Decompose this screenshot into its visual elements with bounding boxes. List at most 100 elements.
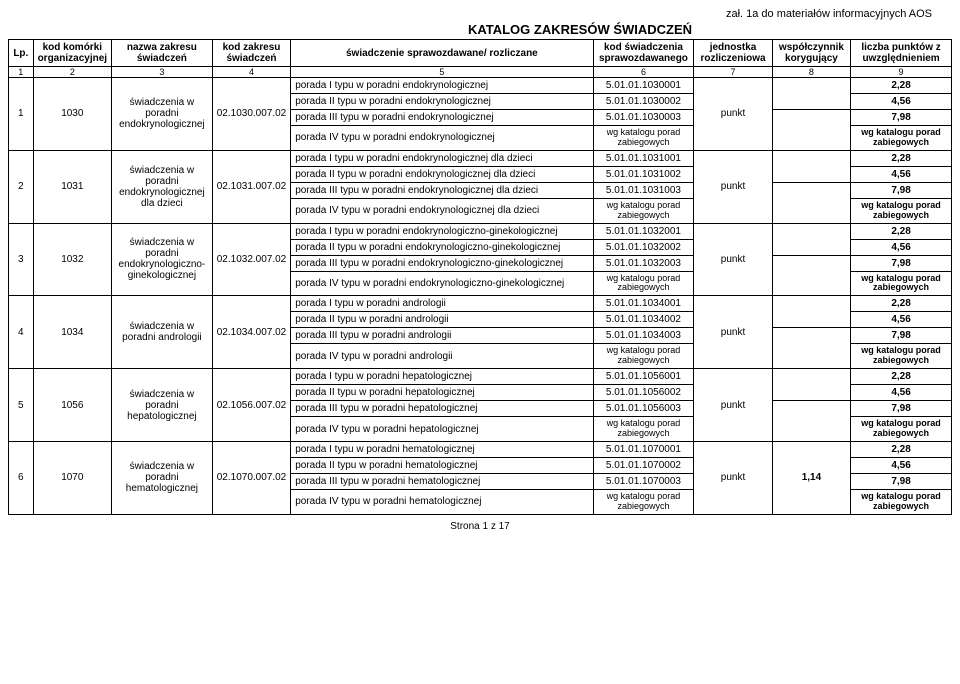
kod-zak-cell: 02.1031.007.02 [212, 150, 290, 223]
jedn-cell: punkt [694, 150, 772, 223]
lp-cell: 2 [9, 150, 34, 223]
col-wsp: współczynnik korygujący [772, 40, 850, 67]
pkt-cell: 2,28 [851, 369, 952, 385]
pkt-cell: 4,56 [851, 166, 952, 182]
kod-sw-cell: 5.01.01.1030001 [593, 78, 694, 94]
kod-sw-cell: 5.01.01.1032001 [593, 223, 694, 239]
swiad-cell: porada III typu w poradni endokrynologic… [291, 255, 593, 271]
pkt-cell: 7,98 [851, 110, 952, 126]
kod-zak-cell: 02.1070.007.02 [212, 441, 290, 514]
nazwa-cell: świadczenia w poradni endokrynologicznej [112, 78, 213, 151]
pkt-cell: 7,98 [851, 255, 952, 271]
kod-sw-cell: 5.01.01.1070003 [593, 473, 694, 489]
pkt-cell: wg katalogu porad zabiegowych [851, 489, 952, 514]
pkt-cell: 2,28 [851, 441, 952, 457]
kod-sw-cell: 5.01.01.1070002 [593, 457, 694, 473]
swiad-cell: porada IV typu w poradni hepatologicznej [291, 417, 593, 442]
swiad-cell: porada IV typu w poradni hematologicznej [291, 489, 593, 514]
kod-sw-cell: 5.01.01.1056002 [593, 385, 694, 401]
swiad-cell: porada I typu w poradni endokrynologiczn… [291, 78, 593, 94]
kod-kom-cell: 1030 [33, 78, 111, 151]
col-kod-zak: kod zakresu świadczeń [212, 40, 290, 67]
pkt-cell: 4,56 [851, 385, 952, 401]
pkt-cell: 4,56 [851, 457, 952, 473]
wsp-cell [772, 296, 850, 328]
pkt-cell: 7,98 [851, 473, 952, 489]
col-swiad: świadczenie sprawozdawane/ rozliczane [291, 40, 593, 67]
kod-sw-cell: 5.01.01.1070001 [593, 441, 694, 457]
wsp-cell [772, 328, 850, 369]
wsp-cell: 1,14 [772, 441, 850, 514]
swiad-cell: porada II typu w poradni endokrynologicz… [291, 239, 593, 255]
kod-sw-cell: wg katalogu porad zabiegowych [593, 344, 694, 369]
nazwa-cell: świadczenia w poradni andrologii [112, 296, 213, 369]
swiad-cell: porada I typu w poradni endokrynologiczn… [291, 150, 593, 166]
kod-sw-cell: 5.01.01.1032003 [593, 255, 694, 271]
lp-cell: 5 [9, 369, 34, 442]
swiad-cell: porada II typu w poradni andrologii [291, 312, 593, 328]
kod-zak-cell: 02.1032.007.02 [212, 223, 290, 296]
nazwa-cell: świadczenia w poradni endokrynologiczno-… [112, 223, 213, 296]
kod-sw-cell: 5.01.01.1034001 [593, 296, 694, 312]
swiad-cell: porada IV typu w poradni andrologii [291, 344, 593, 369]
table-row: 31032świadczenia w poradni endokrynologi… [9, 223, 952, 239]
swiad-cell: porada II typu w poradni endokrynologicz… [291, 94, 593, 110]
wsp-cell [772, 78, 850, 110]
num-cell: 5 [291, 67, 593, 78]
pkt-cell: 2,28 [851, 296, 952, 312]
col-jedn: jednostka rozliczeniowa [694, 40, 772, 67]
kod-kom-cell: 1032 [33, 223, 111, 296]
num-cell: 1 [9, 67, 34, 78]
pkt-cell: 4,56 [851, 312, 952, 328]
kod-sw-cell: wg katalogu porad zabiegowych [593, 126, 694, 151]
num-cell: 7 [694, 67, 772, 78]
pkt-cell: 7,98 [851, 401, 952, 417]
page-footer: Strona 1 z 17 [8, 521, 952, 532]
pkt-cell: 7,98 [851, 328, 952, 344]
lp-cell: 4 [9, 296, 34, 369]
wsp-cell [772, 223, 850, 255]
kod-sw-cell: 5.01.01.1034002 [593, 312, 694, 328]
swiad-cell: porada III typu w poradni andrologii [291, 328, 593, 344]
kod-sw-cell: 5.01.01.1030002 [593, 94, 694, 110]
swiad-cell: porada III typu w poradni endokrynologic… [291, 182, 593, 198]
swiad-cell: porada IV typu w poradni endokrynologicz… [291, 271, 593, 296]
table-row: 61070świadczenia w poradni hematologiczn… [9, 441, 952, 457]
swiad-cell: porada II typu w poradni endokrynologicz… [291, 166, 593, 182]
kod-zak-cell: 02.1030.007.02 [212, 78, 290, 151]
nazwa-cell: świadczenia w poradni endokrynologicznej… [112, 150, 213, 223]
wsp-cell [772, 182, 850, 223]
col-kod-sw: kod świadczenia sprawozdawanego [593, 40, 694, 67]
pkt-cell: 2,28 [851, 223, 952, 239]
jedn-cell: punkt [694, 441, 772, 514]
kod-sw-cell: 5.01.01.1056003 [593, 401, 694, 417]
jedn-cell: punkt [694, 78, 772, 151]
wsp-cell [772, 150, 850, 182]
wsp-cell [772, 255, 850, 296]
table-row: 21031świadczenia w poradni endokrynologi… [9, 150, 952, 166]
kod-sw-cell: wg katalogu porad zabiegowych [593, 417, 694, 442]
pkt-cell: wg katalogu porad zabiegowych [851, 198, 952, 223]
wsp-cell [772, 110, 850, 151]
swiad-cell: porada I typu w poradni hematologicznej [291, 441, 593, 457]
swiad-cell: porada III typu w poradni endokrynologic… [291, 110, 593, 126]
wsp-cell [772, 401, 850, 442]
page-title: KATALOG ZAKRESÓW ŚWIADCZEŃ [208, 22, 952, 37]
header-row: Lp. kod komórki organizacyjnej nazwa zak… [9, 40, 952, 67]
lp-cell: 3 [9, 223, 34, 296]
kod-kom-cell: 1070 [33, 441, 111, 514]
num-cell: 2 [33, 67, 111, 78]
kod-kom-cell: 1056 [33, 369, 111, 442]
kod-sw-cell: 5.01.01.1034003 [593, 328, 694, 344]
swiad-cell: porada III typu w poradni hematologiczne… [291, 473, 593, 489]
num-row: 1 2 3 4 5 6 7 8 9 [9, 67, 952, 78]
col-pkt: liczba punktów z uwzględnieniem [851, 40, 952, 67]
jedn-cell: punkt [694, 369, 772, 442]
header-note: zał. 1a do materiałów informacyjnych AOS [8, 8, 952, 20]
table-row: 51056świadczenia w poradni hepatologiczn… [9, 369, 952, 385]
pkt-cell: 7,98 [851, 182, 952, 198]
col-lp: Lp. [9, 40, 34, 67]
num-cell: 3 [112, 67, 213, 78]
nazwa-cell: świadczenia w poradni hepatologicznej [112, 369, 213, 442]
swiad-cell: porada II typu w poradni hepatologicznej [291, 385, 593, 401]
